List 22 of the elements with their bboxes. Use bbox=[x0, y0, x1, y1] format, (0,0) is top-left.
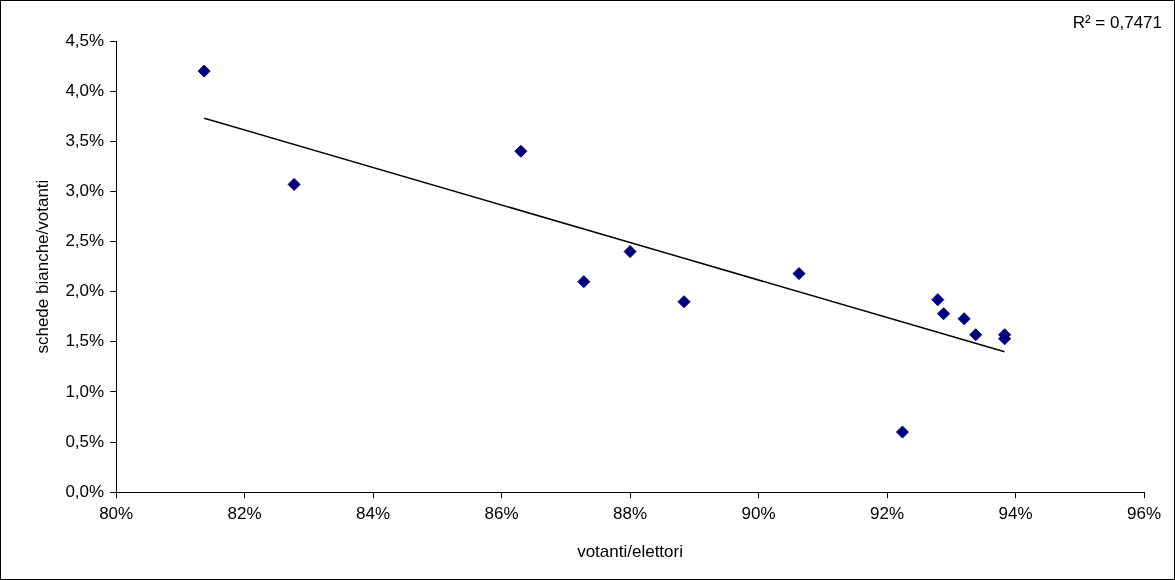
x-tick-label: 92% bbox=[870, 504, 905, 524]
y-tick-label: 1,5% bbox=[65, 331, 105, 351]
y-tick-label: 2,5% bbox=[65, 231, 105, 251]
y-tick-label: 3,0% bbox=[65, 181, 105, 201]
y-tick-label: 3,5% bbox=[65, 130, 105, 150]
y-tick-label: 2,0% bbox=[65, 281, 105, 301]
x-axis-title: votanti/elettori bbox=[577, 542, 683, 562]
x-tick-label: 86% bbox=[484, 504, 519, 524]
x-tick-label: 84% bbox=[356, 504, 391, 524]
y-tick-label: 4,0% bbox=[65, 80, 105, 100]
y-tick-label: 0,0% bbox=[65, 481, 105, 501]
x-tick-label: 82% bbox=[227, 504, 262, 524]
x-tick-label: 88% bbox=[613, 504, 648, 524]
x-tick-label: 96% bbox=[1126, 504, 1162, 524]
y-tick-label: 4,5% bbox=[65, 30, 105, 50]
x-tick-label: 80% bbox=[99, 504, 134, 524]
x-tick-label: 94% bbox=[998, 504, 1033, 524]
x-tick-label: 90% bbox=[741, 504, 776, 524]
y-tick-label: 1,0% bbox=[65, 381, 105, 401]
text: R² = 0,7471 bbox=[1072, 13, 1162, 33]
y-tick-label: 0,5% bbox=[65, 431, 105, 451]
y-axis-title: schede bianche/votanti bbox=[32, 179, 52, 354]
